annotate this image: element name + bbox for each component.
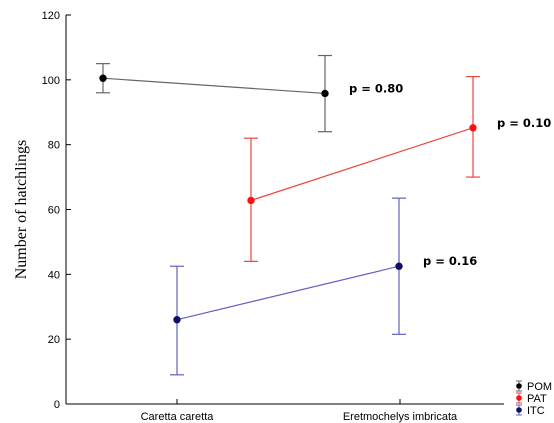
y-tick-label: 0 [54, 399, 60, 411]
series-pom: p = 0.80 [96, 54, 403, 133]
y-tick-label: 20 [48, 334, 60, 346]
legend-item-pom: POM [516, 380, 552, 393]
series-line [102, 77, 326, 95]
legend-item-pat: PAT [516, 392, 547, 405]
p-value-label: p = 0.80 [349, 81, 403, 95]
series-line [250, 127, 474, 201]
legend-item-itc: ITC [516, 404, 545, 417]
axes: 0 20 40 60 80 100 120 Caretta caretta Eretmochel… [13, 10, 504, 423]
data-point [173, 316, 181, 324]
data-point [469, 124, 477, 132]
series-layer: p = 0.80 p = 0.10 p = 0.16 [96, 54, 551, 376]
legend-label: POM [527, 381, 552, 393]
y-tick-label: 40 [48, 269, 60, 281]
data-point [247, 196, 255, 205]
y-tick-label: 120 [42, 10, 60, 22]
legend-marker [516, 395, 522, 401]
y-tick-label: 80 [48, 140, 60, 152]
y-axis-label: Number of hatchlings [13, 140, 30, 280]
y-tick-label: 100 [42, 75, 60, 87]
x-tick-label: Eretmochelys imbricata [343, 411, 458, 423]
p-value-label: p = 0.16 [423, 254, 477, 268]
data-point [395, 262, 403, 270]
series-pat: p = 0.10 [244, 75, 551, 262]
p-value-label: p = 0.10 [497, 116, 551, 130]
legend-label: ITC [527, 405, 545, 417]
x-tick-label: Caretta caretta [141, 411, 215, 423]
y-tick-label: 60 [48, 205, 60, 217]
legend-label: PAT [527, 393, 547, 405]
data-point [99, 74, 107, 82]
series-line [176, 265, 400, 321]
legend-marker [516, 383, 522, 389]
series-itc: p = 0.16 [170, 197, 477, 376]
data-point [321, 89, 329, 98]
legend-marker [516, 407, 522, 413]
